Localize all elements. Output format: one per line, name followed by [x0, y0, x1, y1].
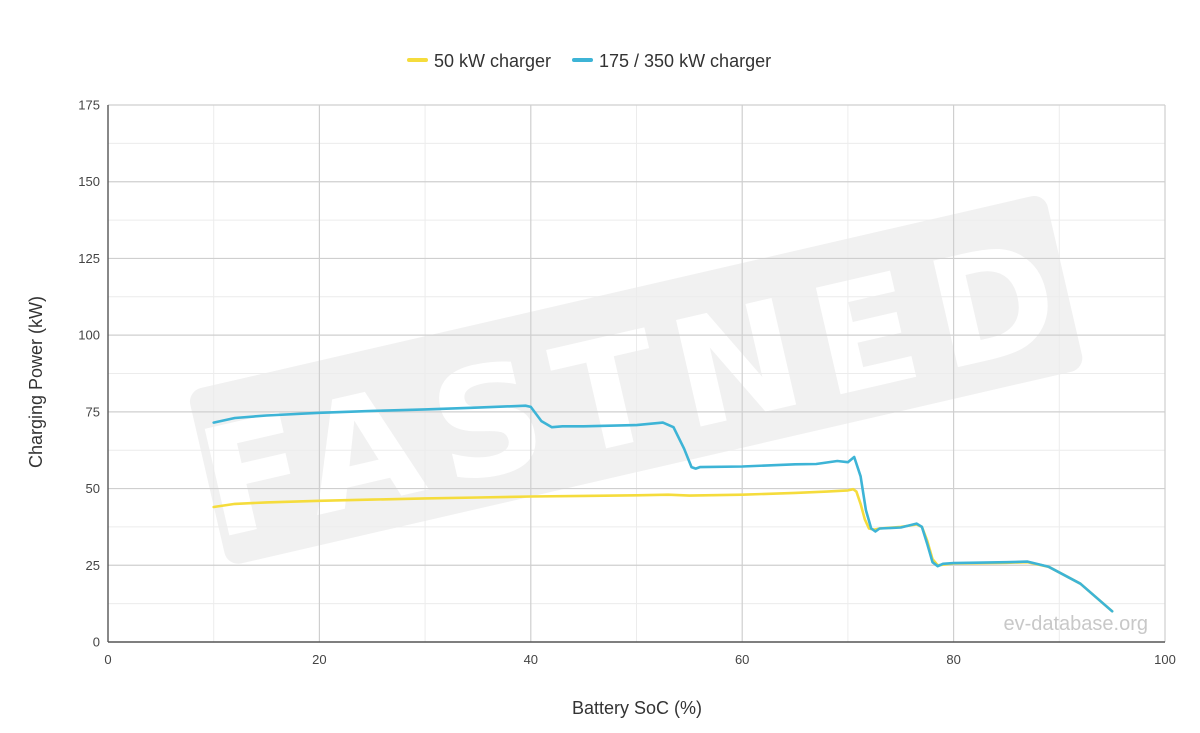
legend-label-175-350kw: 175 / 350 kW charger — [599, 51, 771, 71]
series-line-175-350kw-charger — [212, 404, 1114, 613]
y-tick-label-25: 25 — [86, 558, 100, 573]
minor-gridlines — [108, 105, 1165, 642]
x-axis-ticks: 0 20 40 60 80 100 — [104, 652, 1175, 667]
series-layer — [212, 404, 1114, 613]
legend-label-50kw: 50 kW charger — [434, 51, 551, 71]
x-tick-label-80: 80 — [946, 652, 960, 667]
axes — [107, 105, 1165, 643]
major-gridlines — [108, 104, 1166, 642]
y-tick-label-50: 50 — [86, 481, 100, 496]
fastned-watermark-text: FASTNED — [185, 204, 1092, 574]
y-axis-ticks: 0 25 50 75 100 125 150 175 — [78, 98, 100, 650]
x-tick-label-0: 0 — [104, 652, 111, 667]
y-tick-label-0: 0 — [93, 635, 100, 650]
x-tick-label-20: 20 — [312, 652, 326, 667]
y-tick-label-100: 100 — [78, 328, 100, 343]
legend: 50 kW charger 175 / 350 kW charger — [407, 51, 771, 71]
y-tick-label-75: 75 — [86, 404, 100, 419]
y-tick-label-150: 150 — [78, 174, 100, 189]
y-axis-title: Charging Power (kW) — [26, 296, 46, 468]
y-tick-label-175: 175 — [78, 98, 100, 113]
x-tick-label-40: 40 — [524, 652, 538, 667]
ev-database-watermark: ev-database.org — [1003, 613, 1148, 635]
x-tick-label-60: 60 — [735, 652, 749, 667]
x-tick-label-100: 100 — [1154, 652, 1176, 667]
x-axis-title: Battery SoC (%) — [572, 698, 702, 718]
y-tick-label-125: 125 — [78, 251, 100, 266]
